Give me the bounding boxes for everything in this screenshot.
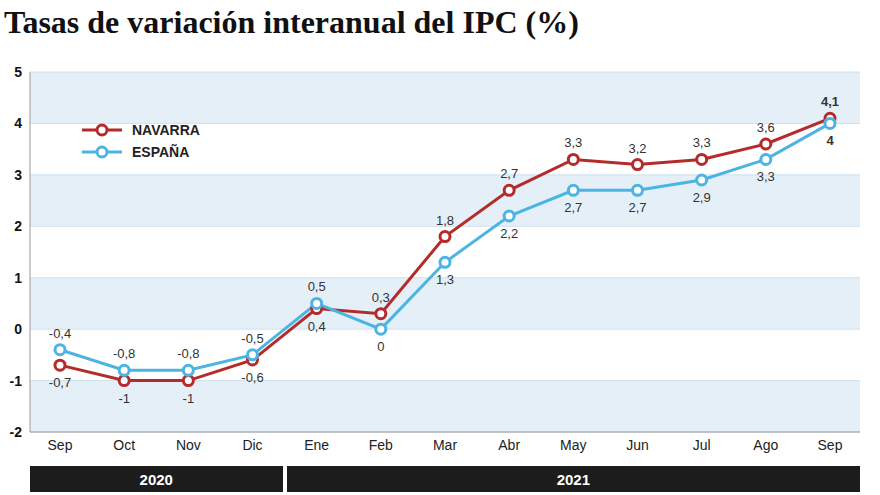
svg-text:0,4: 0,4: [308, 319, 326, 334]
svg-text:4: 4: [826, 133, 834, 148]
svg-text:2,9: 2,9: [693, 190, 711, 205]
svg-text:Feb: Feb: [369, 437, 393, 453]
svg-text:0,5: 0,5: [308, 279, 326, 294]
svg-text:0: 0: [14, 321, 22, 337]
html-text:NAVARRA: NAVARRA: [132, 122, 200, 138]
svg-text:5: 5: [14, 64, 22, 80]
svg-text:Oct: Oct: [113, 437, 135, 453]
svg-text:Abr: Abr: [498, 437, 520, 453]
html-text:2020: 2020: [139, 470, 173, 488]
svg-text:0: 0: [377, 339, 384, 354]
svg-text:2,7: 2,7: [500, 166, 518, 181]
svg-text:-0,8: -0,8: [113, 346, 135, 361]
svg-text:May: May: [560, 437, 586, 453]
svg-text:4,1: 4,1: [821, 94, 839, 109]
svg-text:Ene: Ene: [304, 437, 329, 453]
svg-text:Ago: Ago: [753, 437, 778, 453]
svg-text:2: 2: [14, 218, 22, 234]
svg-text:-1: -1: [183, 391, 195, 406]
svg-text:2,7: 2,7: [628, 200, 646, 215]
svg-text:1: 1: [14, 270, 22, 286]
svg-text:-1: -1: [10, 373, 23, 389]
svg-text:-0,8: -0,8: [177, 346, 199, 361]
svg-text:3,3: 3,3: [564, 135, 582, 150]
svg-text:2,7: 2,7: [564, 200, 582, 215]
html-text:2021: 2021: [556, 470, 590, 488]
svg-text:-2: -2: [10, 424, 23, 440]
svg-text:-0,6: -0,6: [241, 370, 263, 385]
svg-text:3: 3: [14, 167, 22, 183]
html-text:ESPAÑA: ESPAÑA: [132, 144, 190, 160]
svg-text:3,6: 3,6: [757, 120, 775, 135]
svg-text:Sep: Sep: [818, 437, 843, 453]
svg-text:Sep: Sep: [48, 437, 73, 453]
svg-text:1,8: 1,8: [436, 213, 454, 228]
svg-text:4: 4: [14, 115, 22, 131]
svg-text:-0,5: -0,5: [241, 331, 263, 346]
svg-text:3,3: 3,3: [757, 169, 775, 184]
svg-text:3,2: 3,2: [628, 141, 646, 156]
svg-text:Mar: Mar: [433, 437, 457, 453]
html-text:Tasas de variación interanual: Tasas de variación interanual del IPC (%…: [4, 4, 579, 40]
svg-text:Jun: Jun: [626, 437, 649, 453]
svg-text:Dic: Dic: [242, 437, 262, 453]
svg-text:Nov: Nov: [176, 437, 201, 453]
svg-text:-1: -1: [118, 391, 130, 406]
svg-text:Jul: Jul: [693, 437, 711, 453]
svg-text:3,3: 3,3: [693, 135, 711, 150]
svg-text:-0,4: -0,4: [49, 326, 71, 341]
svg-text:0,3: 0,3: [372, 290, 390, 305]
svg-text:-0,7: -0,7: [49, 375, 71, 390]
svg-text:1,3: 1,3: [436, 272, 454, 287]
svg-text:2,2: 2,2: [500, 226, 518, 241]
